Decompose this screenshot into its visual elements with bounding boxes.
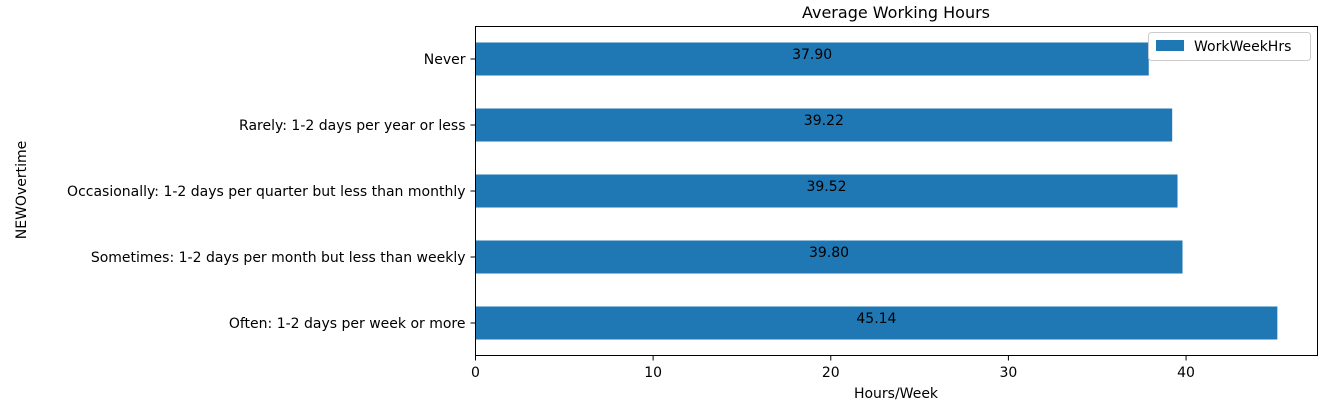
bar-value-label: 37.90 bbox=[792, 47, 832, 63]
y-tick-label: Sometimes: 1-2 days per month but less t… bbox=[91, 250, 466, 266]
bar-value-label: 39.52 bbox=[806, 179, 846, 195]
x-tick-label: 10 bbox=[644, 365, 662, 381]
y-tick-label: Never bbox=[424, 52, 466, 68]
x-axis-ticks: 0 10 20 30 40 bbox=[471, 355, 1195, 381]
bar-labels-group: 37.90 39.22 39.52 39.80 45.14 bbox=[792, 47, 896, 327]
legend-box bbox=[1148, 32, 1311, 61]
x-tick-label: 0 bbox=[471, 365, 480, 381]
x-tick-label: 30 bbox=[999, 365, 1017, 381]
bar bbox=[475, 240, 1183, 274]
y-tick-label: Rarely: 1-2 days per year or less bbox=[239, 118, 465, 134]
x-tick-label: 40 bbox=[1177, 365, 1195, 381]
bar-value-label: 45.14 bbox=[856, 311, 896, 327]
bar bbox=[475, 42, 1149, 76]
bar bbox=[475, 174, 1178, 208]
y-tick-label: Occasionally: 1-2 days per quarter but l… bbox=[67, 184, 465, 200]
plot-frame bbox=[475, 26, 1318, 356]
bar bbox=[475, 108, 1173, 142]
y-axis-label: NEWOvertime bbox=[14, 141, 30, 239]
y-tick-label: Often: 1-2 days per week or more bbox=[229, 316, 466, 332]
chart-title: Average Working Hours bbox=[802, 3, 990, 22]
legend: WorkWeekHrs bbox=[1148, 32, 1311, 61]
x-axis-label: Hours/Week bbox=[854, 386, 939, 402]
bars-group bbox=[475, 42, 1278, 340]
legend-label: WorkWeekHrs bbox=[1194, 39, 1291, 55]
bar-value-label: 39.22 bbox=[804, 113, 844, 129]
legend-swatch bbox=[1156, 40, 1184, 51]
bar bbox=[475, 306, 1278, 340]
y-axis-ticks: Never Rarely: 1-2 days per year or less Oc… bbox=[67, 52, 476, 332]
bar-value-label: 39.80 bbox=[809, 245, 849, 261]
x-tick-label: 20 bbox=[822, 365, 840, 381]
